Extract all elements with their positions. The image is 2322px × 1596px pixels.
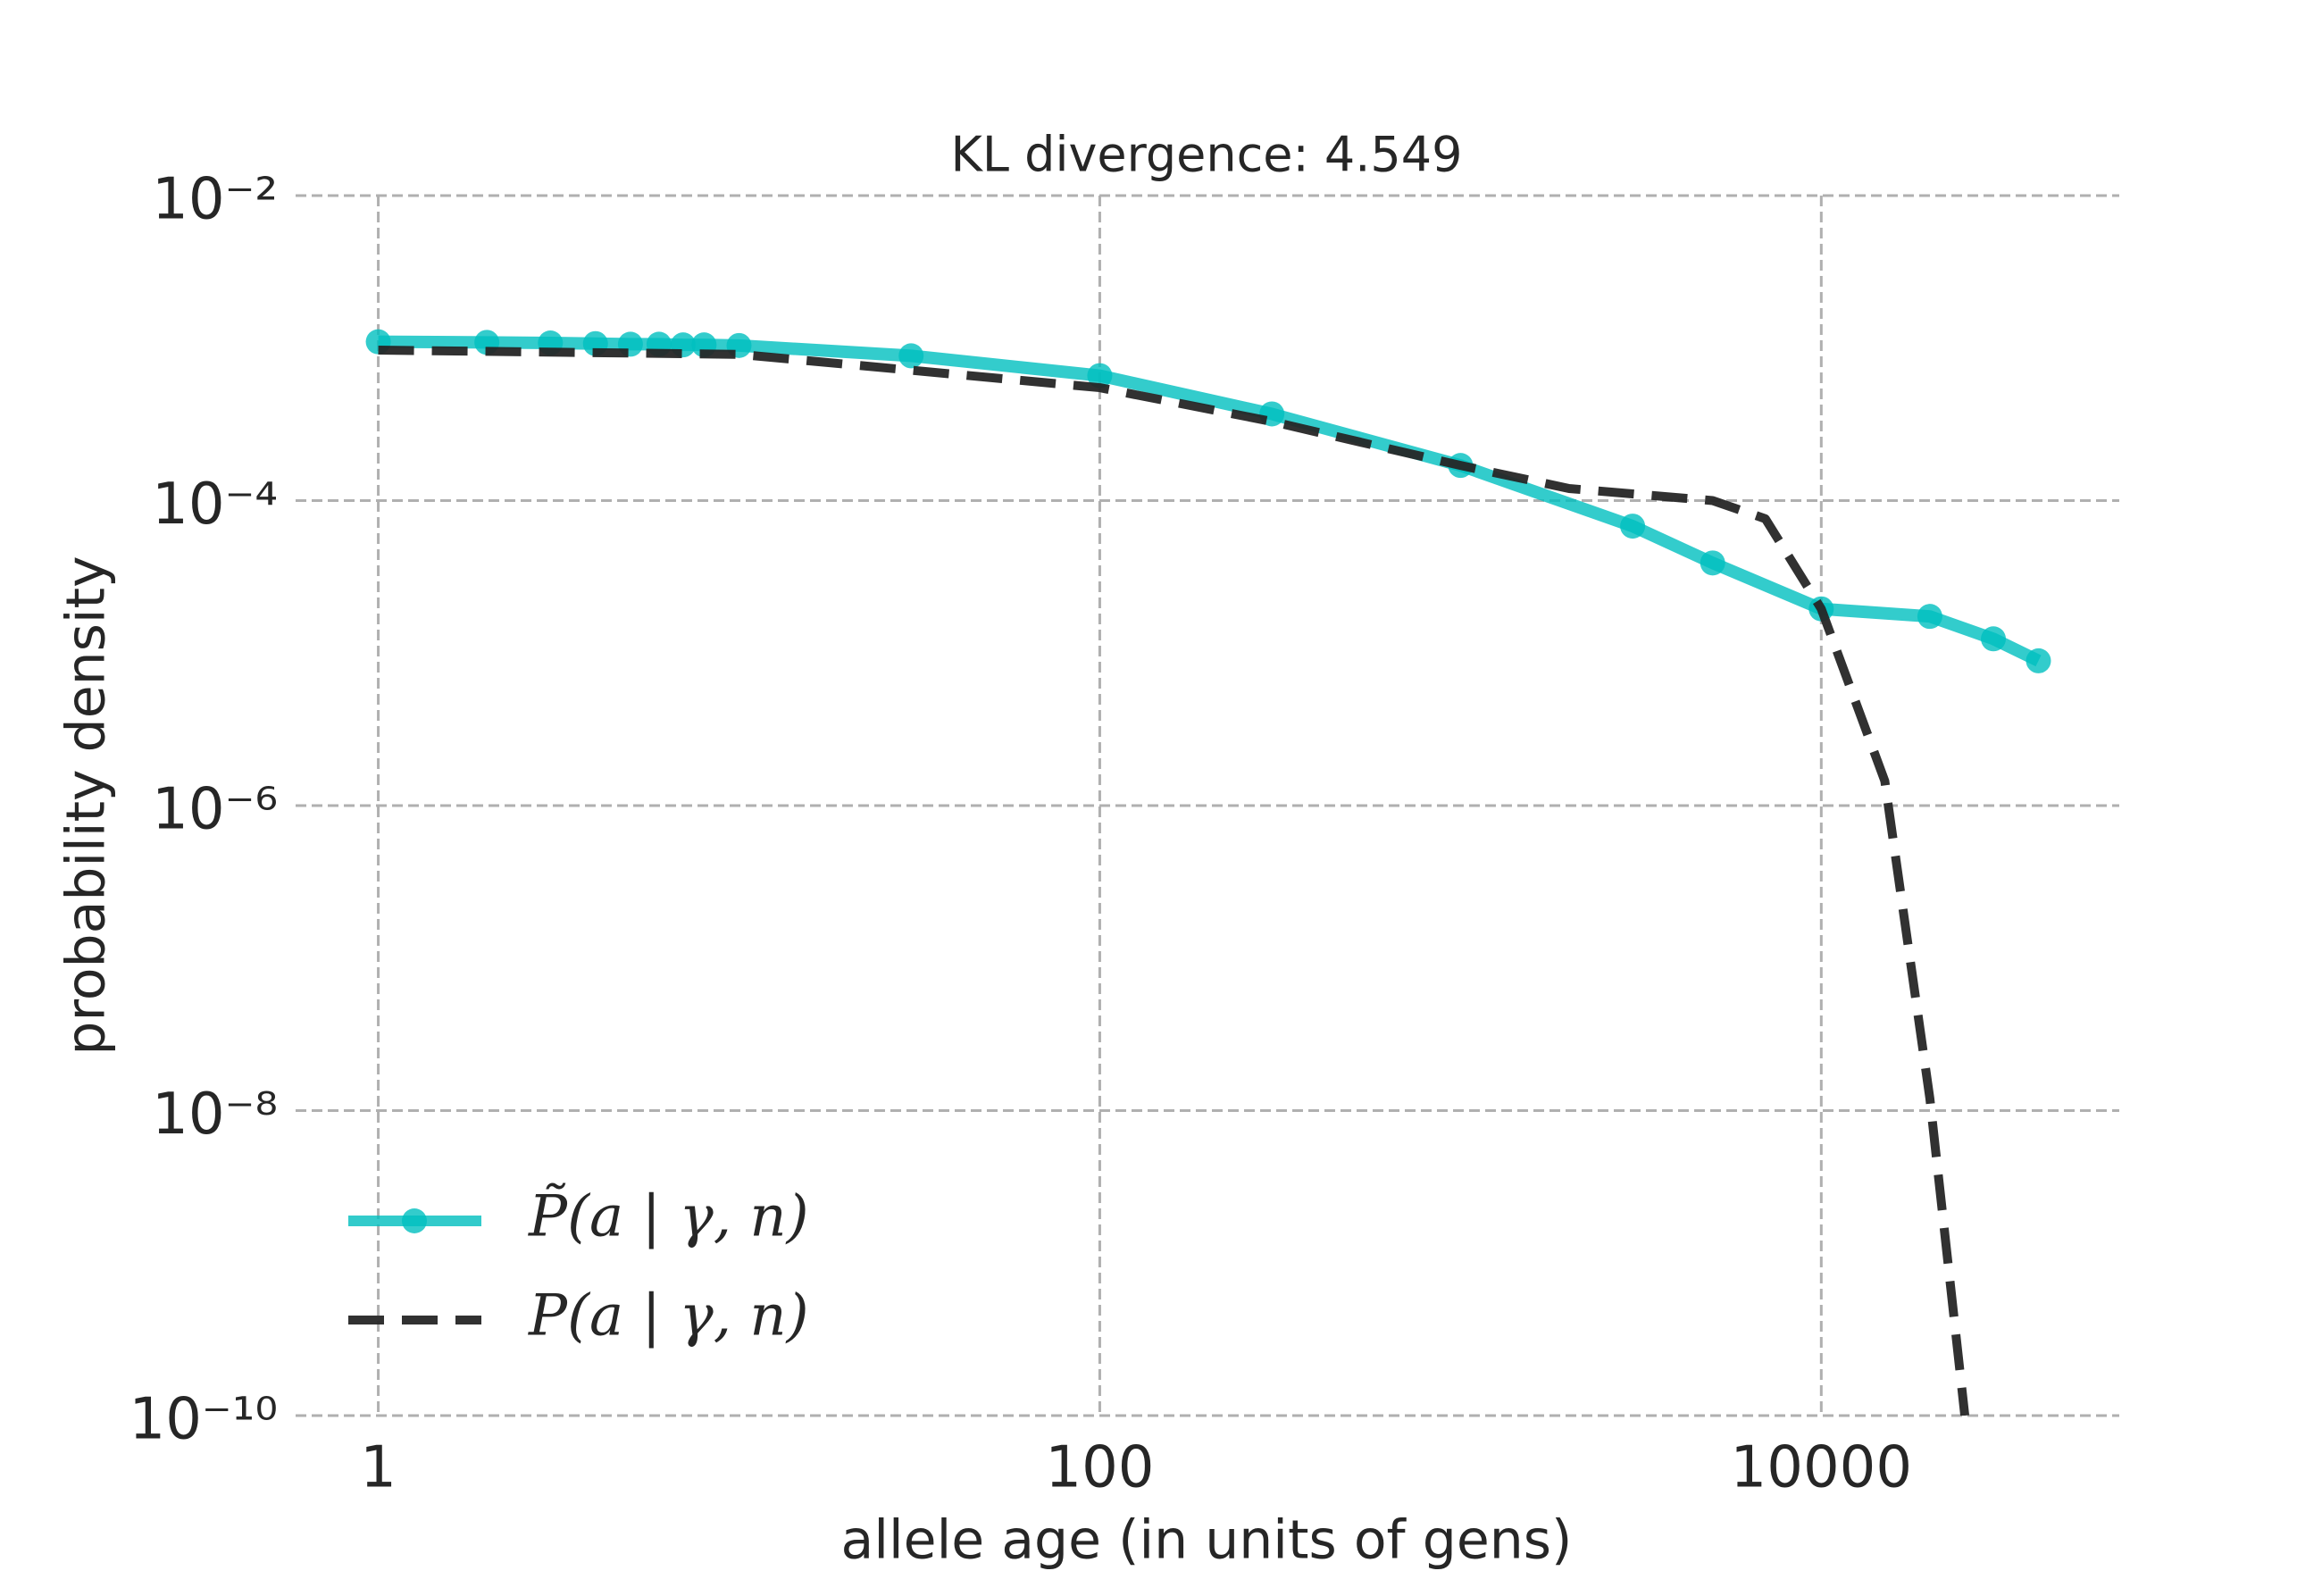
point (1917, 604, 1942, 630)
y-axis-label: probability density (55, 556, 118, 1055)
y-tick-label: 10⁻⁴ (152, 472, 278, 538)
point (2025, 648, 2051, 673)
x-tick-label: 1 (360, 1435, 397, 1501)
point (1700, 550, 1725, 576)
point (1620, 514, 1646, 539)
x-tick-label: 100 (1045, 1435, 1154, 1501)
x-axis-label: allele age (in units of gens) (841, 1509, 1573, 1572)
legend-label: P̃(a | γ, n) (528, 1183, 809, 1250)
point (1087, 363, 1113, 389)
x-tick-label: 10000 (1731, 1435, 1913, 1501)
y-tick-label: 10⁻⁸ (152, 1082, 278, 1148)
y-tick-label: 10⁻¹⁰ (129, 1387, 278, 1453)
legend-marker (402, 1208, 427, 1233)
y-tick-label: 10⁻⁶ (152, 777, 278, 843)
chart-title: KL divergence: 4.549 (951, 127, 1463, 183)
series-line (378, 346, 1970, 1416)
plot-area (365, 329, 2051, 1416)
legend-label: P(a | γ, n) (528, 1283, 809, 1349)
point (1981, 626, 2007, 652)
point (898, 343, 924, 369)
y-tick-label: 10⁻² (152, 167, 278, 233)
